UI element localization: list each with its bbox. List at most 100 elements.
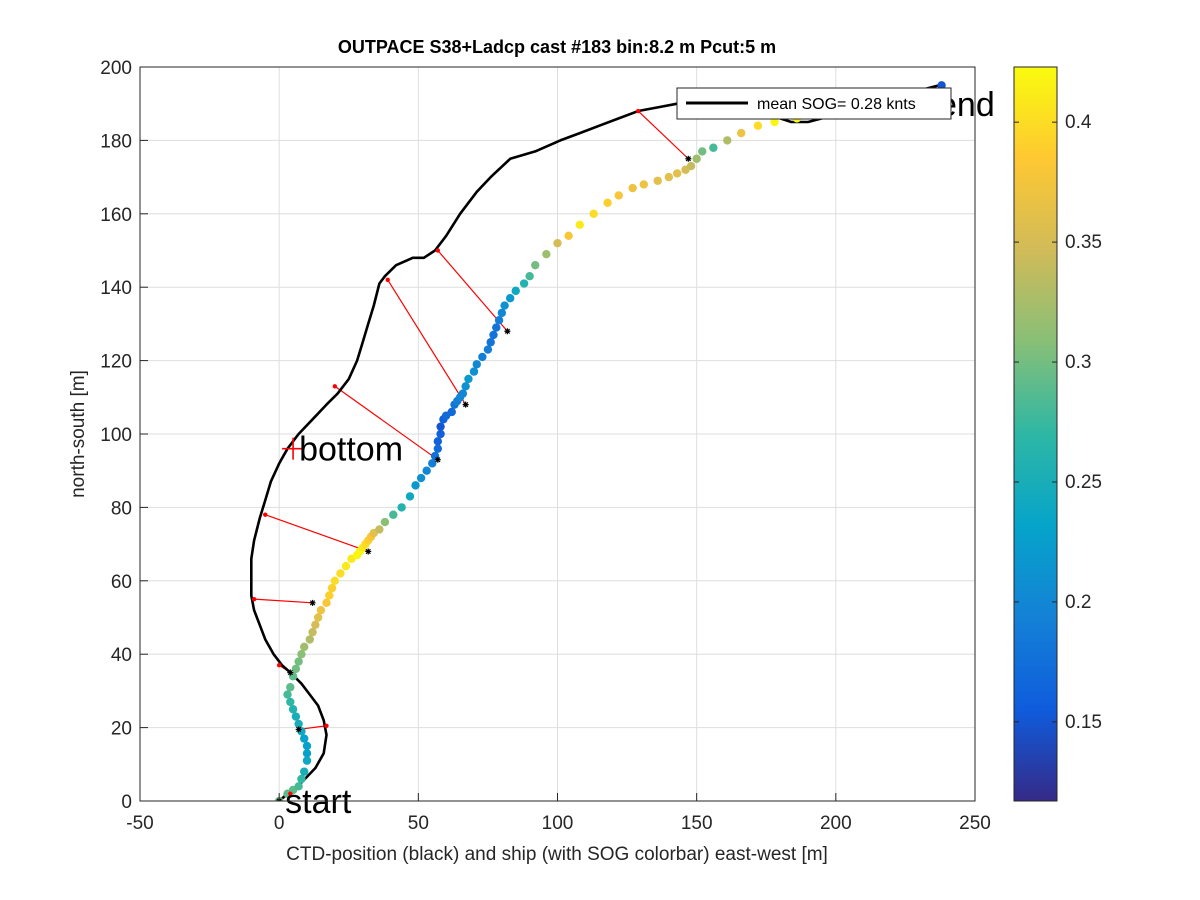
ship-marker (434, 456, 441, 463)
ship-point (341, 561, 351, 571)
ship-point (311, 620, 320, 630)
x-tick-label: -50 (126, 813, 153, 834)
ctd-marker (636, 108, 641, 114)
x-tick-label: 200 (820, 813, 852, 834)
ship-point (461, 382, 470, 391)
ship-point (628, 183, 637, 193)
ship-point (672, 169, 682, 178)
ship-marker (365, 548, 372, 555)
ship-point (336, 569, 345, 578)
ship-point (483, 345, 493, 354)
link-line (254, 598, 313, 604)
ship-point (288, 672, 298, 681)
y-tick-label: 60 (111, 572, 132, 593)
ship-point (405, 492, 415, 501)
ship-point (291, 712, 301, 721)
ship-point (302, 749, 312, 758)
ship-point (531, 260, 540, 270)
annotations: start bottom end (282, 86, 995, 821)
ship-point (505, 294, 515, 303)
link-line (265, 514, 369, 553)
y-tick-label: 40 (111, 645, 132, 666)
ship-point (305, 635, 314, 644)
ship-marker (685, 155, 692, 162)
ctd-marker (324, 723, 329, 728)
ship-point (575, 220, 584, 230)
x-tick-label: 100 (542, 813, 574, 834)
ship-point (286, 683, 295, 692)
bottom-marker (282, 437, 305, 460)
y-tick-label: 160 (100, 205, 132, 226)
colorbar-tick-label: 0.2 (1065, 592, 1091, 613)
link-line (334, 385, 439, 461)
ship-point (492, 323, 501, 332)
ship-point (937, 81, 946, 90)
ship-point (430, 451, 440, 461)
ship-point (614, 191, 623, 200)
ship-point (686, 161, 696, 171)
ctd-marker (263, 512, 268, 517)
annotation-end: end (938, 86, 995, 124)
colorbar-tick-label: 0.35 (1065, 232, 1102, 253)
ship-point (639, 180, 648, 189)
ship-point (692, 154, 701, 163)
ship-point (308, 627, 317, 637)
ship-point (519, 279, 529, 288)
ctd-marker (251, 596, 257, 602)
link-markers (251, 108, 692, 801)
x-tick-label: 150 (681, 813, 713, 834)
ship-point (291, 664, 301, 674)
ctd-marker (276, 663, 282, 668)
ship-marker (287, 669, 294, 676)
ctd-marker (288, 791, 293, 796)
ship-point (294, 657, 303, 666)
legend-label: mean SOG= 0.28 knts (757, 96, 916, 113)
ship-point (316, 605, 326, 615)
ship-point (664, 172, 674, 182)
ship-point (770, 117, 779, 127)
x-tick-label: 50 (408, 813, 429, 834)
ship-point (753, 121, 763, 130)
ship-point (297, 774, 306, 784)
ship-point (313, 613, 323, 622)
ship-point (322, 598, 331, 608)
ctd-marker (435, 248, 441, 253)
ship-point (330, 576, 340, 585)
ship-point (283, 690, 292, 699)
ship-point (397, 503, 406, 512)
link-line (637, 110, 689, 160)
ship-point (553, 238, 562, 248)
colorbar (1013, 66, 1058, 802)
ship-point (428, 459, 437, 468)
ship-point (511, 286, 520, 296)
annotation-bottom: bottom (299, 431, 403, 469)
ship-point (436, 429, 445, 439)
x-axis-label: CTD-position (black) and ship (with SOG … (286, 844, 828, 865)
y-tick-label: 80 (111, 498, 132, 519)
annotation-start: start (285, 783, 352, 821)
ship-point (478, 352, 487, 362)
ship-point (603, 198, 612, 207)
y-tick-label: 0 (121, 792, 132, 813)
y-tick-label: 200 (100, 58, 132, 79)
ship-marker (504, 328, 511, 335)
colorbar-ticks: 0.15 0.2 0.25 0.3 0.35 0.4 (1014, 112, 1102, 733)
ship-point (436, 422, 445, 431)
ship-point (325, 591, 334, 600)
ship-track-points (274, 81, 946, 801)
ship-point (723, 136, 732, 145)
ship-point (589, 209, 598, 218)
x-tick-label: 250 (959, 813, 991, 834)
ship-point (433, 444, 443, 453)
ship-point (464, 374, 473, 384)
ctd-marker (385, 277, 390, 283)
colorbar-tick-label: 0.25 (1065, 472, 1102, 493)
link-line (387, 279, 467, 405)
ship-point (300, 734, 309, 743)
ship-point (472, 360, 481, 369)
ship-point (737, 128, 746, 138)
legend[interactable]: mean SOG= 0.28 knts (676, 87, 952, 120)
ship-point (542, 249, 551, 259)
y-tick-label: 180 (100, 131, 132, 152)
ship-marker (295, 726, 302, 733)
